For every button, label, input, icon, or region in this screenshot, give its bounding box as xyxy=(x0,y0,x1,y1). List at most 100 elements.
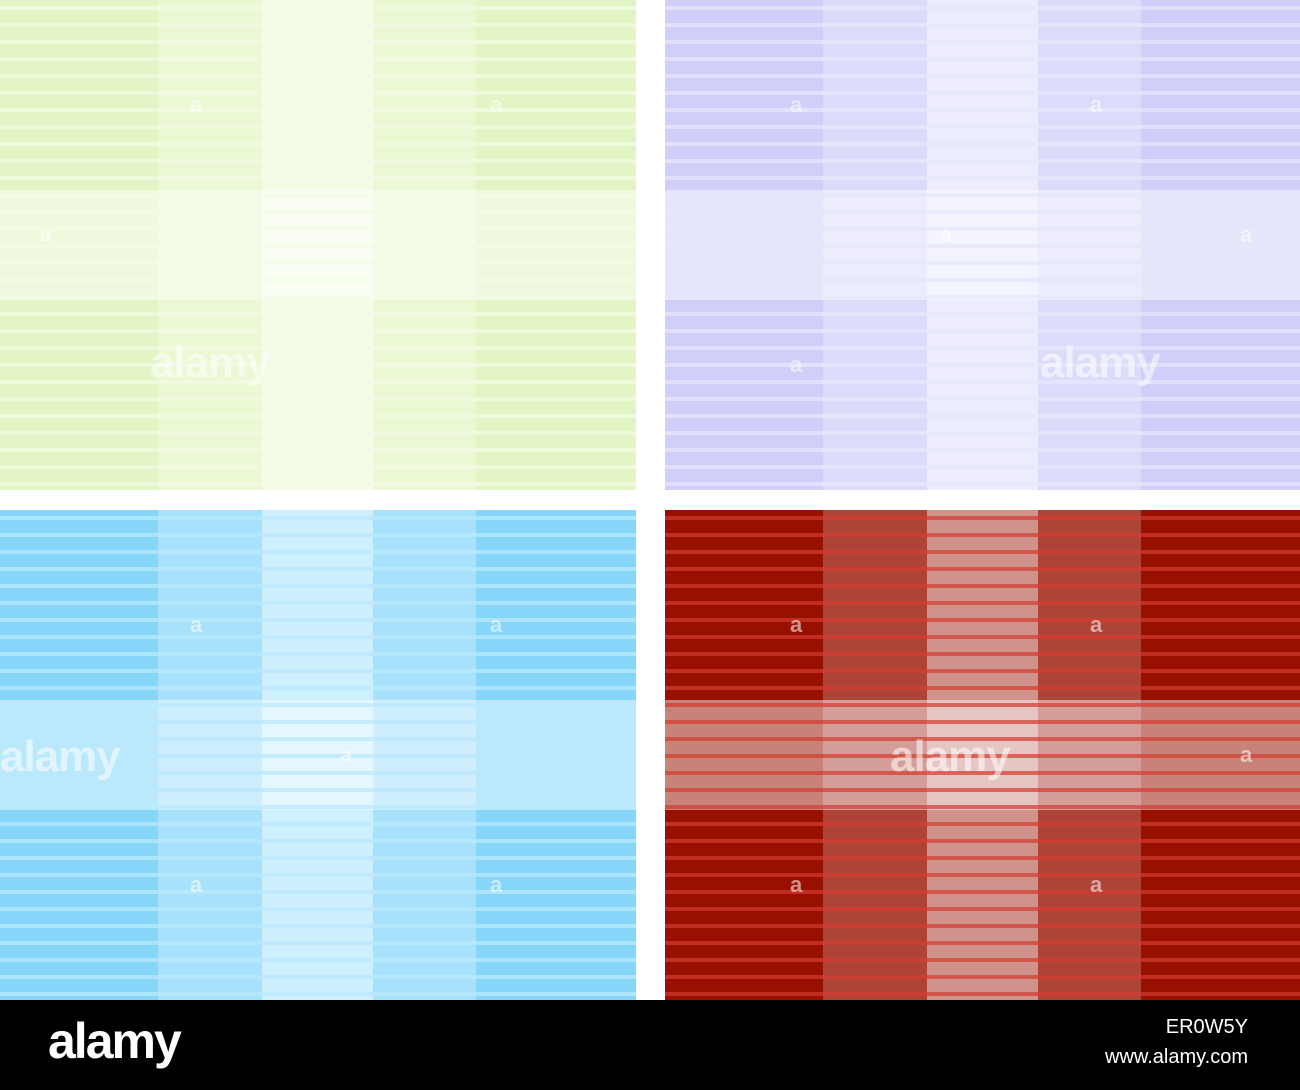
plaid-band xyxy=(0,91,636,95)
plaid-pattern xyxy=(665,510,1300,1000)
plaid-band xyxy=(665,533,1300,537)
plaid-band xyxy=(665,448,1300,452)
plaid-band xyxy=(665,890,1300,894)
plaid-band xyxy=(0,431,636,435)
plaid-band xyxy=(665,873,1300,877)
plaid-band xyxy=(665,516,1300,520)
plaid-band xyxy=(0,856,636,860)
plaid-band xyxy=(0,533,636,537)
plaid-band xyxy=(665,74,1300,78)
plaid-band xyxy=(0,618,636,622)
blue-plaid-panel xyxy=(0,510,636,1000)
plaid-band xyxy=(0,720,636,724)
plaid-band xyxy=(665,941,1300,945)
plaid-band xyxy=(0,210,636,214)
plaid-band xyxy=(0,788,636,792)
plaid-band xyxy=(0,822,636,826)
plaid-band xyxy=(0,244,636,248)
plaid-band xyxy=(665,23,1300,27)
plaid-band xyxy=(665,754,1300,758)
plaid-band xyxy=(665,703,1300,707)
plaid-band xyxy=(665,176,1300,180)
plaid-band xyxy=(0,873,636,877)
plaid-band xyxy=(0,193,636,197)
plaid-band xyxy=(665,227,1300,231)
red-plaid-panel xyxy=(665,510,1300,1000)
plaid-band xyxy=(665,856,1300,860)
plaid-band xyxy=(0,159,636,163)
plaid-band xyxy=(665,465,1300,469)
plaid-band xyxy=(0,363,636,367)
green-plaid-panel xyxy=(0,0,636,490)
plaid-band xyxy=(0,142,636,146)
plaid-band xyxy=(0,890,636,894)
plaid-band xyxy=(665,40,1300,44)
plaid-band xyxy=(0,346,636,350)
plaid-band xyxy=(0,992,636,996)
plaid-band xyxy=(0,686,636,690)
plaid-band xyxy=(665,805,1300,809)
plaid-band xyxy=(665,635,1300,639)
plaid-band xyxy=(665,346,1300,350)
plaid-band xyxy=(665,482,1300,486)
plaid-band xyxy=(0,23,636,27)
plaid-band xyxy=(665,210,1300,214)
plaid-band xyxy=(665,142,1300,146)
plaid-band xyxy=(665,550,1300,554)
plaid-band xyxy=(0,652,636,656)
plaid-band xyxy=(0,125,636,129)
plaid-band xyxy=(0,329,636,333)
plaid-band xyxy=(665,669,1300,673)
plaid-band xyxy=(665,6,1300,10)
plaid-pattern xyxy=(0,0,636,490)
plaid-band xyxy=(665,295,1300,299)
plaid-band xyxy=(665,822,1300,826)
plaid-band xyxy=(665,329,1300,333)
plaid-band xyxy=(665,771,1300,775)
plaid-band xyxy=(665,261,1300,265)
site-url: www.alamy.com xyxy=(1105,1046,1248,1068)
plaid-band xyxy=(0,924,636,928)
plaid-band xyxy=(0,57,636,61)
plaid-band xyxy=(0,6,636,10)
footer-bar: alamy ER0W5Y www.alamy.com xyxy=(0,1000,1300,1090)
plaid-band xyxy=(0,465,636,469)
plaid-band xyxy=(0,567,636,571)
plaid-band xyxy=(665,601,1300,605)
plaid-band xyxy=(665,278,1300,282)
plaid-band xyxy=(0,482,636,486)
plaid-band xyxy=(665,108,1300,112)
plaid-band xyxy=(665,159,1300,163)
plaid-band xyxy=(0,805,636,809)
plaid-band xyxy=(665,907,1300,911)
plaid-band xyxy=(0,601,636,605)
plaid-band xyxy=(0,737,636,741)
plaid-band xyxy=(0,975,636,979)
plaid-band xyxy=(665,125,1300,129)
plaid-band xyxy=(0,941,636,945)
violet-plaid-panel xyxy=(665,0,1300,490)
alamy-logo: alamy xyxy=(48,1013,182,1069)
plaid-pattern xyxy=(665,0,1300,490)
plaid-band xyxy=(665,958,1300,962)
plaid-band xyxy=(665,57,1300,61)
plaid-band xyxy=(665,737,1300,741)
plaid-band xyxy=(0,397,636,401)
plaid-band xyxy=(0,754,636,758)
plaid-band xyxy=(0,414,636,418)
plaid-band xyxy=(665,686,1300,690)
plaid-band xyxy=(0,295,636,299)
plaid-band xyxy=(0,584,636,588)
plaid-band xyxy=(665,975,1300,979)
plaid-pattern xyxy=(0,510,636,1000)
plaid-band xyxy=(665,312,1300,316)
plaid-band xyxy=(0,40,636,44)
plaid-band xyxy=(0,312,636,316)
plaid-band xyxy=(0,74,636,78)
plaid-band xyxy=(665,992,1300,996)
plaid-band xyxy=(0,635,636,639)
plaid-band xyxy=(0,176,636,180)
plaid-band xyxy=(665,414,1300,418)
plaid-band xyxy=(665,193,1300,197)
plaid-band xyxy=(665,584,1300,588)
